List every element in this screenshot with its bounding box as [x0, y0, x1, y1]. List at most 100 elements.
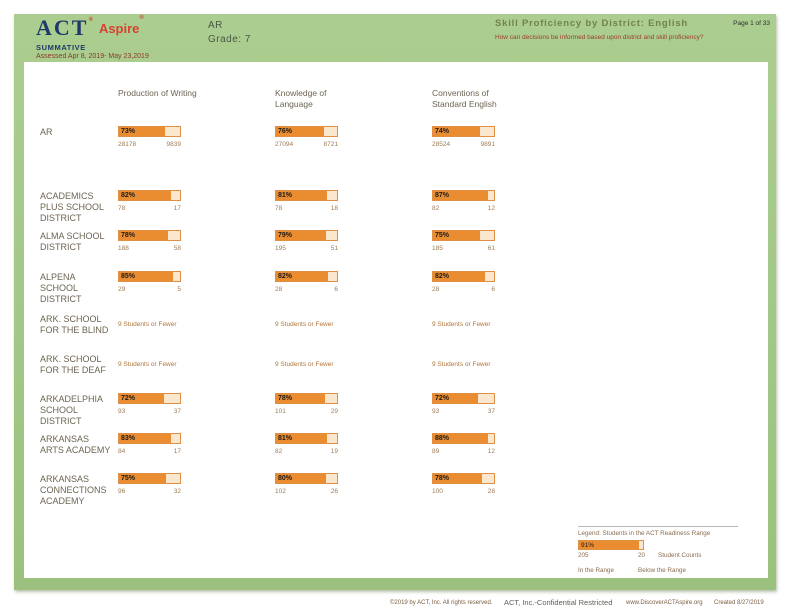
below-range-count: 37	[487, 408, 495, 415]
in-range-count: 89	[432, 448, 440, 455]
registered-mark-icon: ®	[88, 17, 95, 23]
skill-cell: 9 Students or Fewer	[275, 313, 339, 331]
skill-cell: 72% 93 37	[118, 393, 182, 415]
region-grade-block: AR Grade: 7	[208, 20, 251, 45]
skill-cell: 82% 28 6	[432, 271, 496, 293]
content-area: Production of Writing Knowledge of Langua…	[24, 62, 768, 578]
in-range-count: 100	[432, 488, 443, 495]
below-range-count: 29	[330, 408, 338, 415]
proficiency-percent: 78%	[435, 475, 450, 482]
in-range-count: 195	[275, 245, 286, 252]
proficiency-bar: 83%	[118, 433, 181, 444]
proficiency-percent: 81%	[278, 192, 293, 199]
column-header: Production of Writing	[118, 88, 197, 98]
registered-mark-icon: ®	[139, 15, 144, 21]
proficiency-bar: 76%	[275, 126, 338, 137]
skill-cell: 76% 27094 8721	[275, 126, 339, 148]
proficiency-bar: 88%	[432, 433, 495, 444]
suppressed-data-note: 9 Students or Fewer	[118, 361, 177, 368]
below-range-count: 19	[330, 448, 338, 455]
district-label: ARK. SCHOOL FOR THE BLIND	[40, 314, 109, 335]
district-label: ARK. SCHOOL FOR THE DEAF	[40, 354, 106, 375]
act-logo-text: ACT®	[36, 15, 95, 40]
student-counts: 93 37	[118, 408, 181, 415]
proficiency-percent: 75%	[435, 232, 450, 239]
district-label: ARKADELPHIA SCHOOL DISTRICT	[40, 394, 104, 426]
skill-cell: 9 Students or Fewer	[432, 313, 496, 331]
in-range-count: 82	[275, 448, 283, 455]
table-row: ACADEMICS PLUS SCHOOL DISTRICT 82% 78 17 81%…	[24, 190, 768, 236]
skill-cell: 9 Students or Fewer	[118, 353, 182, 371]
assessed-date-range: Assessed Apr 8, 2019- May 23,2019	[36, 53, 149, 60]
region-label: AR	[208, 20, 223, 31]
column-header: Conventions of Standard English	[432, 88, 497, 109]
proficiency-bar-fill	[433, 394, 479, 403]
proficiency-bar-fill	[433, 231, 481, 240]
proficiency-bar-fill	[276, 434, 328, 443]
district-label: ARKANSAS CONNECTIONS ACADEMY	[40, 474, 107, 506]
report-title-block: Skill Proficiency by District: English H…	[495, 18, 710, 42]
student-counts: 78 18	[275, 205, 338, 212]
legend-bar-fill	[579, 541, 640, 549]
proficiency-bar-fill	[433, 272, 485, 281]
proficiency-bar: 79%	[275, 230, 338, 241]
district-label: ACADEMICS PLUS SCHOOL DISTRICT	[40, 191, 105, 223]
proficiency-percent: 82%	[121, 192, 136, 199]
student-counts: 188 58	[118, 245, 181, 252]
student-counts: 185 61	[432, 245, 495, 252]
report-subtitle: How can decisions be informed based upon…	[495, 34, 704, 41]
proficiency-bar: 75%	[118, 473, 181, 484]
table-row: AR 73% 28178 9839 76% 27094 8721 74% 28524 9891	[24, 126, 768, 172]
below-range-count: 9891	[480, 141, 495, 148]
legend-bar-percent: 91%	[581, 542, 595, 549]
legend-below-range-label: Below the Range	[638, 567, 686, 574]
in-range-count: 185	[432, 245, 443, 252]
report-title: Skill Proficiency by District: English	[495, 18, 688, 29]
suppressed-data-note: 9 Students or Fewer	[118, 321, 177, 328]
footer-website: www.DiscoverACTAspire.org	[626, 600, 703, 606]
district-label: ALMA SCHOOL DISTRICT	[40, 231, 105, 252]
student-counts: 28524 9891	[432, 141, 495, 148]
in-range-count: 96	[118, 488, 126, 495]
student-counts: 96 32	[118, 488, 181, 495]
suppressed-data-note: 9 Students or Fewer	[275, 361, 334, 368]
proficiency-bar-fill	[433, 474, 483, 483]
proficiency-bar-fill	[276, 127, 324, 136]
proficiency-bar-fill	[433, 127, 480, 136]
proficiency-bar: 82%	[432, 271, 495, 282]
proficiency-bar: 82%	[118, 190, 181, 201]
in-range-count: 84	[118, 448, 126, 455]
legend-in-range-count: 205	[578, 552, 589, 559]
skill-cell: 79% 195 51	[275, 230, 339, 252]
legend-bar: 91%	[578, 540, 644, 550]
student-counts: 27094 8721	[275, 141, 338, 148]
proficiency-bar: 78%	[118, 230, 181, 241]
in-range-count: 93	[432, 408, 440, 415]
proficiency-percent: 82%	[435, 273, 450, 280]
table-row: ARK. SCHOOL FOR THE DEAF 9 Students or Fe…	[24, 353, 768, 399]
skill-cell: 80% 102 26	[275, 473, 339, 495]
below-range-count: 61	[487, 245, 495, 252]
in-range-count: 29	[118, 286, 126, 293]
proficiency-percent: 73%	[121, 128, 136, 135]
footer-created-date: Created 8/27/2019	[714, 600, 764, 606]
legend-labels-row: In the Range Below the Range	[578, 567, 738, 576]
table-row: ARK. SCHOOL FOR THE BLIND 9 Students or F…	[24, 313, 768, 359]
skill-cell: 78% 101 29	[275, 393, 339, 415]
in-range-count: 28524	[432, 141, 451, 148]
in-range-count: 102	[275, 488, 286, 495]
below-range-count: 9839	[166, 141, 181, 148]
district-proficiency-table: Production of Writing Knowledge of Langua…	[24, 62, 768, 578]
proficiency-bar-fill	[433, 191, 488, 200]
student-counts: 93 37	[432, 408, 495, 415]
student-counts: 195 51	[275, 245, 338, 252]
proficiency-percent: 85%	[121, 273, 136, 280]
proficiency-bar-fill	[276, 231, 326, 240]
proficiency-percent: 87%	[435, 192, 450, 199]
proficiency-percent: 78%	[121, 232, 136, 239]
skill-cell: 74% 28524 9891	[432, 126, 496, 148]
student-counts: 102 26	[275, 488, 338, 495]
program-label: SUMMATIVE	[36, 43, 86, 52]
proficiency-bar: 81%	[275, 190, 338, 201]
below-range-count: 8721	[323, 141, 338, 148]
